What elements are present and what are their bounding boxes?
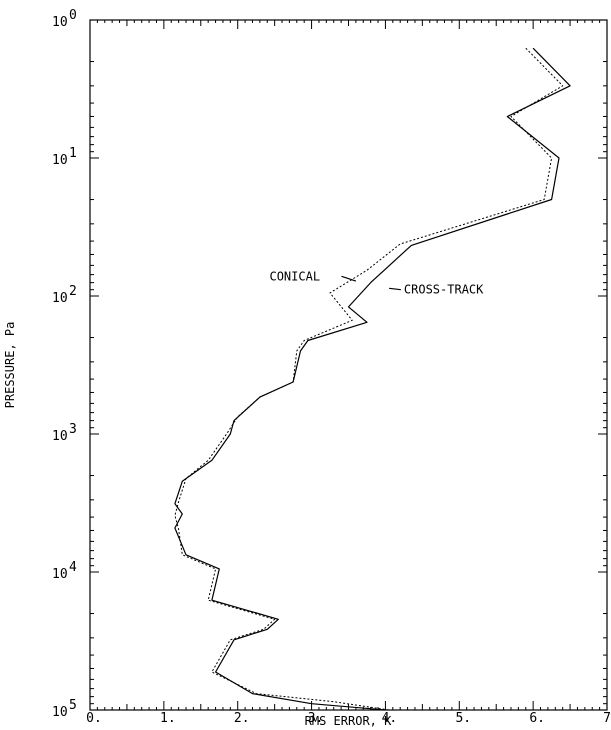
y-tick-base: 10: [52, 15, 68, 30]
y-tick-base: 10: [52, 291, 68, 306]
x-tick-labels: 0. 1. 2. 3. 4. 5. 6. 7.: [86, 711, 611, 726]
y-tick-label: 10 3: [52, 422, 77, 444]
x-tick-label: 2.: [234, 711, 250, 726]
x-tick-label: 4.: [382, 711, 398, 726]
y-tick-exponent: 3: [69, 422, 77, 437]
y-tick-exponent: 0: [69, 8, 77, 23]
annotations: CONICAL CROSS-TRACK: [269, 269, 484, 296]
y-axis-label: PRESSURE, Pa: [3, 322, 17, 409]
x-tick-label: 1.: [160, 711, 176, 726]
x-tick-label: 7.: [603, 711, 611, 726]
y-tick-exponent: 1: [69, 146, 77, 161]
x-tick-label: 3.: [308, 711, 324, 726]
y-tick-label: 10 0: [52, 8, 77, 30]
y-tick-label: 10 1: [52, 146, 77, 168]
x-tick-label: 0.: [86, 711, 102, 726]
annotation-label: CONICAL: [269, 269, 320, 283]
y-tick-exponent: 4: [69, 560, 77, 575]
y-tick-exponent: 2: [69, 284, 77, 299]
y-tick-exponent: 5: [69, 698, 77, 713]
y-tick-label: 10 5: [52, 698, 77, 720]
series-cross-track: [174, 47, 571, 711]
annotation-pointer: [341, 275, 357, 282]
y-tick-base: 10: [52, 567, 68, 582]
y-tick-base: 10: [52, 429, 68, 444]
y-tick-label: 10 2: [52, 284, 77, 306]
annotation-pointer: [389, 287, 401, 291]
x-tick-label: 5.: [455, 711, 471, 726]
y-tick-base: 10: [52, 153, 68, 168]
series-lines: [174, 47, 571, 711]
plot-frame: [89, 19, 608, 711]
y-tick-label: 10 4: [52, 560, 77, 582]
y-tick-base: 10: [52, 705, 68, 720]
annotation-label: CROSS-TRACK: [404, 283, 484, 297]
x-tick-label: 6.: [529, 711, 545, 726]
series-conical: [174, 47, 564, 711]
tick-marks: [89, 19, 608, 711]
x-axis-label: RMS ERROR, K: [305, 714, 392, 728]
